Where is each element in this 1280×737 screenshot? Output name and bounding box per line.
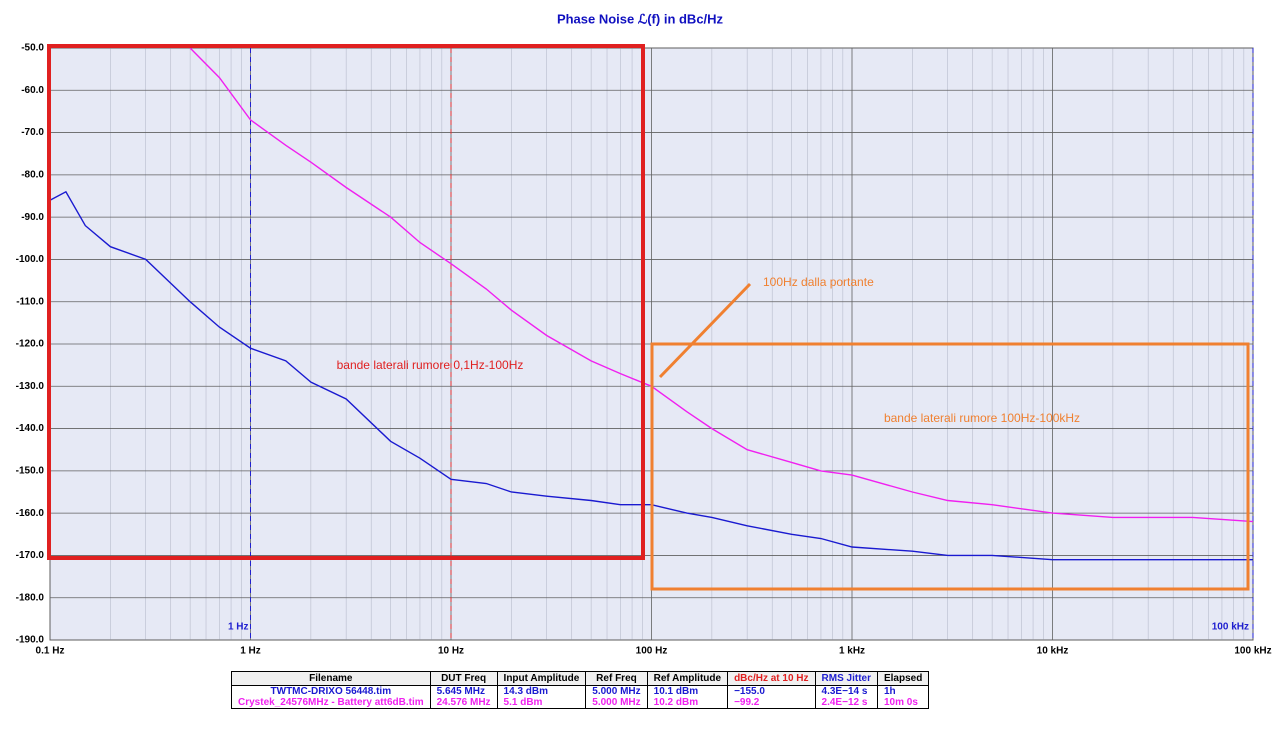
header-row: Filename DUT Freq Input Amplitude Ref Freq R… bbox=[231, 671, 930, 686]
info-table: Filename DUT Freq Input Amplitude Ref Freq R… bbox=[231, 671, 930, 709]
header-cell: Filename bbox=[231, 671, 431, 686]
y-tick-label: -120.0 bbox=[16, 339, 45, 350]
header-cell: Elapsed bbox=[876, 671, 930, 686]
table-row: Crystek_24576MHz - Battery att6dB.tim 24.… bbox=[231, 697, 929, 709]
legend-entry: TWTMC-DRIXO 56448.tim bbox=[231, 685, 431, 697]
chart: Phase Noise ℒ(f) in dBc/Hz 1 Hz 100 kHz -… bbox=[16, 11, 1272, 657]
y-tick-label: -80.0 bbox=[21, 169, 44, 180]
header-cell: dBc/Hz at 10 Hz bbox=[727, 671, 816, 686]
y-tick-label: -180.0 bbox=[16, 592, 45, 603]
annotation: bande laterali rumore 0,1Hz-100Hz bbox=[337, 358, 524, 372]
marker-label: 1 Hz bbox=[228, 622, 249, 633]
y-tick-label: -170.0 bbox=[16, 550, 45, 561]
y-tick-label: -130.0 bbox=[16, 381, 45, 392]
y-tick-label: -50.0 bbox=[21, 43, 44, 54]
marker-label: 100 kHz bbox=[1212, 622, 1249, 633]
y-tick-label: -70.0 bbox=[21, 127, 44, 138]
annotation: bande laterali rumore 100Hz-100kHz bbox=[884, 411, 1080, 425]
table-cell: 10.2 dBm bbox=[646, 697, 728, 709]
y-tick-label: -90.0 bbox=[21, 212, 44, 223]
header-cell: Input Amplitude bbox=[496, 671, 587, 686]
red-box bbox=[47, 44, 645, 560]
header-cell: DUT Freq bbox=[429, 671, 498, 686]
table-row: TWTMC-DRIXO 56448.tim 5.645 MHz 14.3 dBm 5.… bbox=[231, 685, 929, 697]
y-tick-label: -100.0 bbox=[16, 254, 45, 265]
table-cell: 24.576 MHz bbox=[429, 697, 498, 709]
x-tick-label: 10 Hz bbox=[438, 646, 464, 657]
x-tick-label: 1 kHz bbox=[839, 646, 865, 657]
table-cell: 4.3E−14 s bbox=[814, 685, 878, 697]
annotation: 100Hz dalla portante bbox=[763, 275, 874, 289]
table-cell: 2.4E−12 s bbox=[814, 697, 878, 709]
orange-box bbox=[650, 342, 1250, 591]
x-tick-label: 10 kHz bbox=[1037, 646, 1069, 657]
y-tick-label: -190.0 bbox=[16, 635, 45, 646]
table-cell: 5.000 MHz bbox=[585, 685, 648, 697]
table-cell: 5.1 dBm bbox=[496, 697, 586, 709]
table-cell: 10m 0s bbox=[876, 697, 929, 709]
y-tick-label: -160.0 bbox=[16, 508, 45, 519]
pointer-line bbox=[658, 282, 752, 379]
y-tick-label: -140.0 bbox=[16, 423, 45, 434]
table-cell: −155.0 bbox=[727, 685, 816, 697]
table-cell: 5.000 MHz bbox=[585, 697, 648, 709]
header-cell: Ref Freq bbox=[585, 671, 648, 686]
table-cell: 5.645 MHz bbox=[429, 685, 498, 697]
x-tick-label: 100 kHz bbox=[1234, 646, 1271, 657]
y-tick-label: -60.0 bbox=[21, 85, 44, 96]
x-tick-label: 1 Hz bbox=[240, 646, 261, 657]
y-tick-label: -110.0 bbox=[16, 296, 44, 307]
legend-entry: Crystek_24576MHz - Battery att6dB.tim bbox=[231, 697, 431, 709]
series-line bbox=[49, 190, 1253, 561]
table-cell: 10.1 dBm bbox=[646, 685, 728, 697]
x-tick-label: 100 Hz bbox=[636, 646, 668, 657]
table-cell: −99.2 bbox=[727, 697, 816, 709]
table-cell: 1h bbox=[876, 685, 929, 697]
series-line bbox=[189, 47, 1254, 523]
x-tick-label: 0.1 Hz bbox=[36, 646, 65, 657]
chart-title: Phase Noise ℒ(f) in dBc/Hz bbox=[557, 11, 724, 26]
table-cell: 14.3 dBm bbox=[496, 685, 586, 697]
header-cell: Ref Amplitude bbox=[646, 671, 729, 686]
header-cell: RMS Jitter bbox=[814, 671, 878, 686]
y-tick-label: -150.0 bbox=[16, 465, 45, 476]
